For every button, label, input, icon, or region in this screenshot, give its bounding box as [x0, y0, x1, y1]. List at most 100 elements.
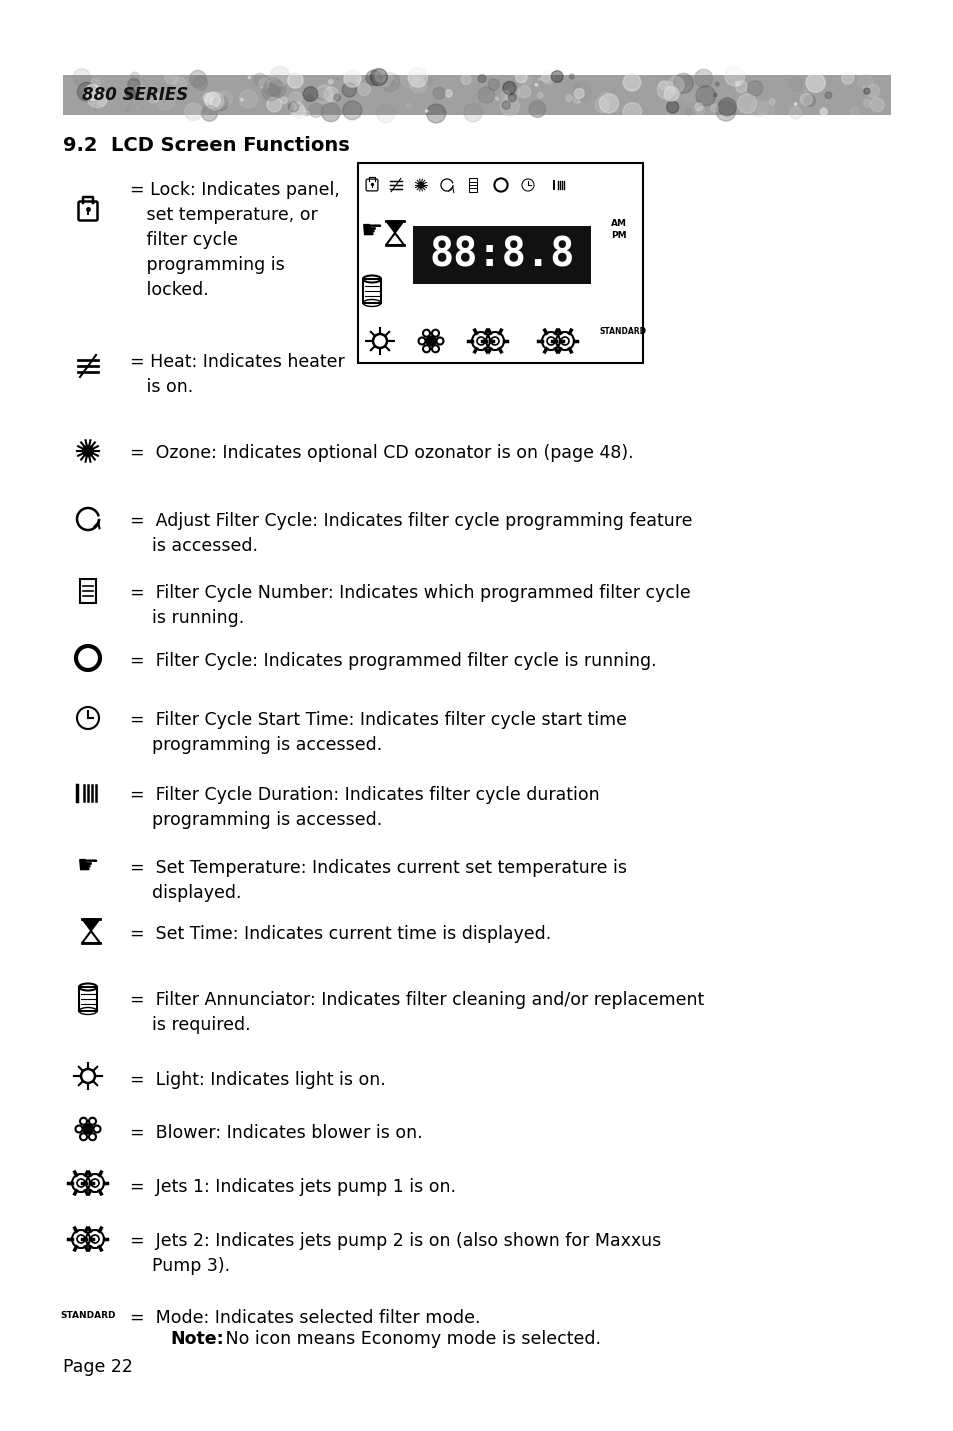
Circle shape [508, 93, 516, 102]
Circle shape [77, 82, 96, 102]
Circle shape [375, 72, 385, 82]
Text: 9.2  LCD Screen Functions: 9.2 LCD Screen Functions [63, 136, 350, 155]
Circle shape [522, 76, 531, 86]
Circle shape [573, 97, 578, 103]
Circle shape [125, 107, 130, 112]
Circle shape [788, 77, 801, 92]
Circle shape [324, 87, 338, 102]
Circle shape [565, 94, 572, 102]
Circle shape [803, 90, 805, 92]
Circle shape [800, 93, 811, 106]
Circle shape [713, 93, 717, 97]
Text: =  Mode: Indicates selected filter mode.: = Mode: Indicates selected filter mode. [130, 1309, 480, 1327]
Text: =  Set Temperature: Indicates current set temperature is
    displayed.: = Set Temperature: Indicates current set… [130, 859, 626, 902]
Text: STANDARD: STANDARD [599, 326, 646, 335]
Circle shape [342, 83, 356, 97]
Circle shape [574, 89, 583, 99]
Circle shape [156, 92, 174, 110]
Circle shape [400, 70, 418, 87]
Circle shape [240, 99, 243, 102]
Circle shape [551, 70, 562, 83]
Text: =  Jets 2: Indicates jets pump 2 is on (also shown for Maxxus
    Pump 3).: = Jets 2: Indicates jets pump 2 is on (a… [130, 1232, 660, 1275]
Circle shape [366, 70, 381, 86]
Text: =  Filter Annunciator: Indicates filter cleaning and/or replacement
    is requi: = Filter Annunciator: Indicates filter c… [130, 992, 703, 1035]
Circle shape [290, 102, 304, 117]
Circle shape [289, 92, 302, 104]
Circle shape [657, 80, 675, 99]
Circle shape [128, 79, 140, 90]
Circle shape [663, 86, 679, 102]
Circle shape [659, 80, 667, 90]
Circle shape [858, 74, 872, 89]
Circle shape [488, 79, 498, 90]
Circle shape [529, 100, 545, 117]
Circle shape [206, 92, 224, 110]
Circle shape [537, 93, 542, 99]
Circle shape [259, 79, 270, 89]
Text: 88:8.8: 88:8.8 [429, 236, 574, 275]
Circle shape [501, 102, 510, 109]
Circle shape [306, 94, 313, 102]
Circle shape [750, 100, 766, 117]
Circle shape [540, 73, 550, 82]
Circle shape [695, 103, 702, 110]
Circle shape [91, 77, 104, 90]
Circle shape [716, 102, 735, 122]
Circle shape [205, 93, 220, 107]
Circle shape [820, 109, 826, 114]
Circle shape [131, 72, 139, 82]
Bar [363, 279, 380, 303]
Circle shape [460, 74, 471, 84]
Circle shape [768, 99, 775, 104]
Circle shape [862, 100, 870, 107]
Circle shape [737, 94, 756, 113]
Circle shape [598, 92, 612, 106]
Circle shape [136, 107, 138, 110]
Circle shape [433, 87, 445, 99]
Circle shape [445, 90, 452, 97]
Text: =  Filter Cycle Start Time: Indicates filter cycle start time
    programming is: = Filter Cycle Start Time: Indicates fil… [130, 711, 626, 754]
Circle shape [718, 97, 736, 116]
Circle shape [824, 92, 831, 99]
Circle shape [683, 86, 698, 102]
Text: =  Jets 1: Indicates jets pump 1 is on.: = Jets 1: Indicates jets pump 1 is on. [130, 1178, 456, 1196]
Circle shape [666, 76, 683, 93]
Bar [80, 580, 96, 602]
Circle shape [598, 94, 618, 113]
Circle shape [357, 83, 370, 96]
Circle shape [424, 76, 433, 84]
Text: No icon means Economy mode is selected.: No icon means Economy mode is selected. [220, 1329, 600, 1348]
Circle shape [378, 77, 386, 86]
Circle shape [710, 104, 718, 112]
Circle shape [288, 102, 298, 112]
Circle shape [862, 89, 869, 94]
Circle shape [328, 80, 333, 84]
Circle shape [253, 73, 266, 86]
Circle shape [88, 89, 107, 107]
Circle shape [321, 103, 340, 122]
Circle shape [390, 82, 395, 86]
Circle shape [374, 69, 392, 87]
Circle shape [97, 97, 107, 106]
Circle shape [516, 72, 526, 83]
Text: =  Adjust Filter Cycle: Indicates filter cycle programming feature
    is access: = Adjust Filter Cycle: Indicates filter … [130, 512, 692, 555]
Circle shape [411, 77, 426, 93]
Circle shape [735, 82, 746, 93]
Circle shape [355, 77, 360, 82]
Circle shape [496, 97, 498, 100]
Circle shape [477, 87, 494, 103]
Circle shape [264, 77, 282, 96]
Circle shape [91, 79, 100, 87]
Circle shape [684, 109, 692, 116]
Circle shape [805, 73, 824, 92]
Circle shape [541, 72, 555, 84]
Circle shape [370, 69, 387, 86]
Circle shape [293, 106, 296, 109]
Circle shape [173, 77, 186, 90]
Circle shape [85, 84, 100, 100]
Text: =  Light: Indicates light is on.: = Light: Indicates light is on. [130, 1070, 385, 1089]
Circle shape [794, 103, 796, 106]
Circle shape [494, 96, 497, 99]
Circle shape [217, 92, 233, 106]
Circle shape [622, 73, 640, 92]
